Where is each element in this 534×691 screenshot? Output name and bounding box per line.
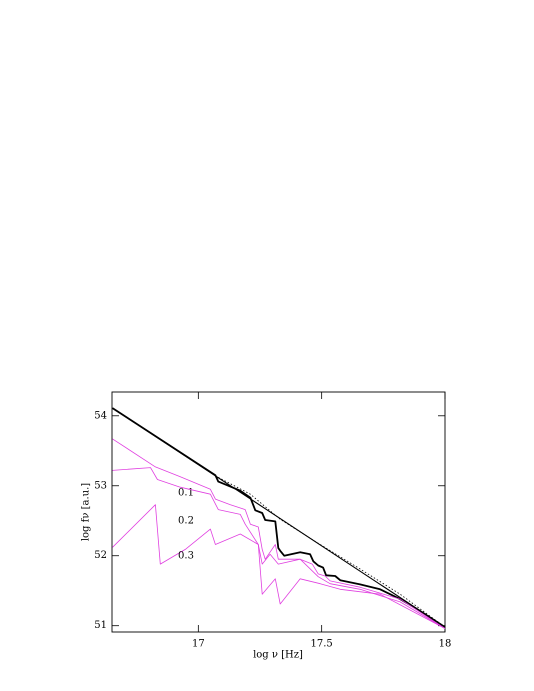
curve-label: 0.3 xyxy=(178,551,194,562)
y-tick-label: 52 xyxy=(94,550,107,561)
x-tick-label: 18 xyxy=(439,639,452,650)
y-axis-label: log fν [a.u.] xyxy=(81,483,92,541)
series-line xyxy=(112,467,446,629)
curve-label: 0.1 xyxy=(178,488,194,499)
series-line xyxy=(112,504,446,629)
y-tick-label: 51 xyxy=(94,620,107,631)
x-axis-label: log ν [Hz] xyxy=(253,650,303,661)
y-tick-label: 54 xyxy=(94,410,107,421)
series-line xyxy=(218,477,446,628)
x-tick-label: 17 xyxy=(192,639,205,650)
y-tick-label: 53 xyxy=(94,480,107,491)
curve-label: 0.2 xyxy=(178,516,194,527)
x-tick-label: 17.5 xyxy=(311,639,333,650)
series-line xyxy=(112,407,446,628)
series-line xyxy=(112,438,446,629)
plot-frame xyxy=(111,391,446,633)
